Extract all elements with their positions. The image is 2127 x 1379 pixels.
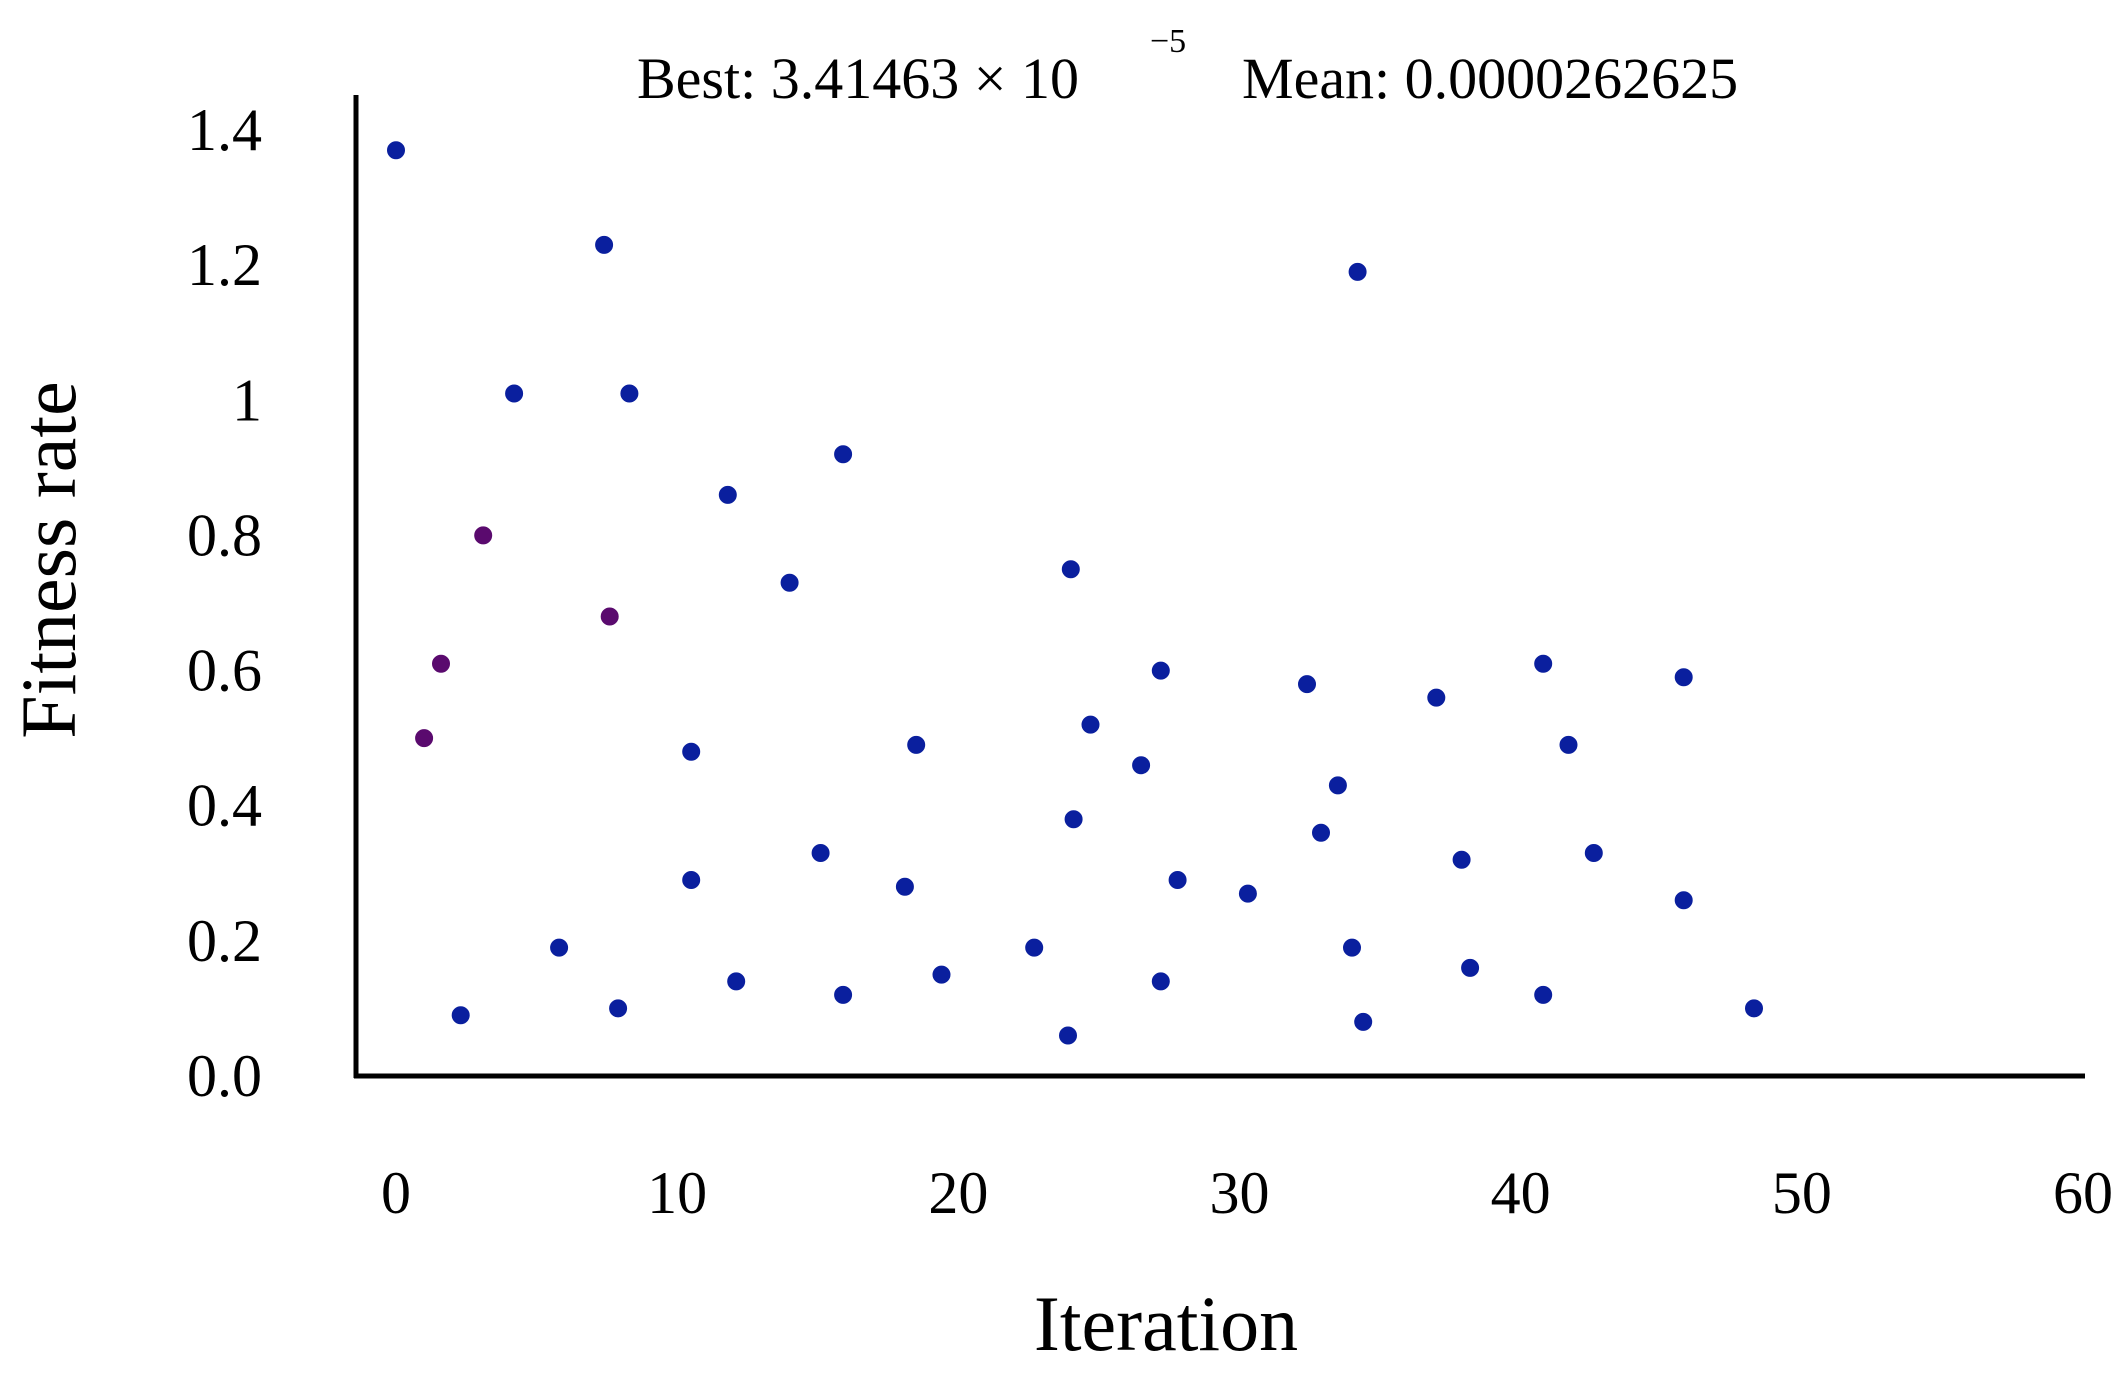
data-point: [778, 571, 801, 594]
data-point: [1346, 260, 1369, 283]
data-point: [1352, 1010, 1375, 1033]
data-point: [1079, 713, 1102, 736]
data-point: [832, 443, 855, 466]
data-point: [930, 963, 953, 986]
annotation-best: Best: 3.41463 × 10: [637, 46, 1079, 111]
x-tick-label: 50: [1772, 1160, 1832, 1226]
y-tick-label: 0.4: [187, 773, 262, 839]
data-point: [1341, 936, 1363, 959]
annotation-best-exponent: −5: [1150, 23, 1186, 60]
data-point: [385, 139, 407, 162]
y-tick-labels: 0.0 0.2 0.4 0.6 0.8 1 1.2 1.4: [187, 97, 262, 1109]
data-points: [385, 139, 1765, 1047]
data-point: [905, 733, 928, 756]
x-tick-label: 0: [381, 1160, 411, 1226]
data-point: [1532, 983, 1555, 1006]
data-point: [1310, 821, 1332, 844]
data-point: [593, 233, 616, 256]
data-point: [472, 524, 495, 547]
data-point: [1149, 970, 1172, 993]
data-point: [618, 382, 641, 405]
data-point: [1743, 997, 1765, 1020]
data-point: [1057, 1024, 1079, 1047]
annotation-mean: Mean: 0.0000262625: [1242, 46, 1738, 111]
axes: [353, 95, 2085, 1079]
data-point: [680, 869, 703, 891]
x-tick-label: 10: [647, 1160, 707, 1226]
x-tick-label: 40: [1491, 1160, 1551, 1226]
data-point: [548, 936, 571, 959]
data-point: [1023, 936, 1046, 959]
data-point: [1459, 956, 1482, 979]
data-point: [893, 875, 916, 898]
data-point: [1236, 882, 1259, 905]
data-point: [607, 997, 630, 1020]
data-point: [1557, 733, 1580, 756]
x-axis-title: Iteration: [1034, 1280, 1298, 1367]
data-point: [1532, 652, 1555, 675]
y-tick-label: 1.2: [187, 232, 262, 298]
y-tick-label: 0.2: [187, 908, 262, 974]
data-point: [725, 970, 748, 993]
data-point: [832, 983, 855, 1006]
data-point: [1149, 659, 1172, 682]
data-point: [809, 842, 832, 864]
data-point: [716, 483, 739, 506]
x-tick-label: 30: [1210, 1160, 1270, 1226]
data-point: [1450, 848, 1473, 871]
data-point: [1130, 754, 1153, 777]
data-point: [1059, 558, 1082, 581]
data-point: [1425, 686, 1448, 709]
data-point: [1296, 673, 1318, 696]
data-point: [598, 605, 621, 628]
x-tick-labels: 0 10 20 30 40 50 60: [381, 1160, 2113, 1226]
data-point: [503, 382, 526, 405]
data-point: [1672, 889, 1695, 912]
data-point: [449, 1004, 472, 1027]
y-tick-label: 0.0: [187, 1043, 262, 1109]
data-point: [1582, 842, 1605, 864]
y-tick-label: 1: [232, 367, 262, 433]
data-point: [413, 727, 436, 750]
x-tick-label: 60: [2053, 1160, 2113, 1226]
x-tick-label: 20: [928, 1160, 988, 1226]
y-tick-label: 0.6: [187, 638, 262, 704]
data-point: [680, 740, 703, 763]
data-point: [1166, 869, 1189, 891]
y-tick-label: 1.4: [187, 97, 262, 163]
data-point: [430, 652, 452, 675]
y-axis-title: Fitness rate: [5, 381, 92, 738]
data-point: [1326, 774, 1349, 797]
data-point: [1672, 666, 1695, 689]
y-tick-label: 0.8: [187, 502, 262, 568]
data-point: [1062, 808, 1085, 831]
